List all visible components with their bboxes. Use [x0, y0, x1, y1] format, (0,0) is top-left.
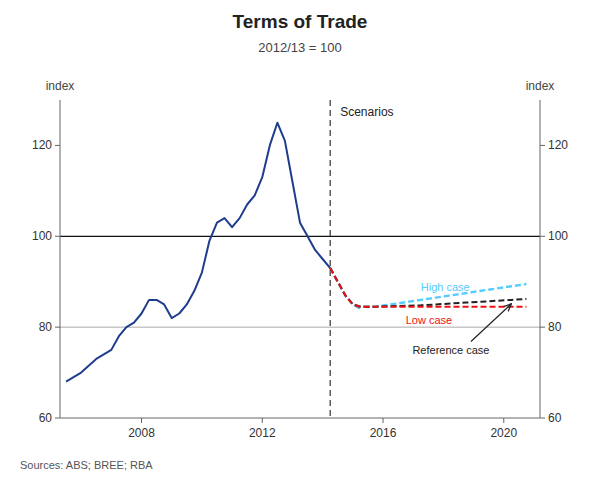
x-tick-label: 2020 [490, 426, 517, 440]
y2-tick [540, 236, 545, 237]
y-tick [55, 327, 60, 328]
y2-tick [540, 145, 545, 146]
y-axis-line [60, 100, 61, 418]
series-label: Reference case [412, 344, 489, 356]
annotation-arrow [471, 304, 511, 342]
series-line [66, 123, 330, 382]
title: Terms of Trade [233, 11, 368, 32]
subtitle: 2012/13 = 100 [258, 40, 342, 55]
x-tick-label: 2008 [128, 426, 155, 440]
source: Sources: ABS; BREE; RBA [20, 459, 153, 471]
x-tick [141, 418, 142, 423]
reference-line [60, 236, 540, 237]
y-tick [55, 418, 60, 419]
series-line [330, 268, 526, 307]
series-label: Low case [406, 314, 452, 326]
y2-axis-line [540, 100, 541, 418]
lines [66, 123, 526, 382]
y2-tick [540, 327, 545, 328]
divider-line [330, 100, 331, 418]
y-tick-label: 100 [32, 229, 52, 243]
x-tick [383, 418, 384, 423]
series-line [330, 268, 526, 307]
series-line [330, 268, 526, 307]
y-tick [55, 236, 60, 237]
y-tick-label: 120 [32, 138, 52, 152]
y-axis-label: index [46, 79, 75, 93]
annotation: Scenarios [340, 105, 393, 119]
x-tick-label: 2016 [370, 426, 397, 440]
y2-tick-label: 60 [548, 411, 562, 425]
y-tick-label: 60 [39, 411, 53, 425]
chart: Terms of Trade 2012/13 = 100 index index 200… [0, 0, 600, 479]
series-label: High case [421, 281, 470, 293]
y-tick [55, 145, 60, 146]
x-tick-label: 2012 [249, 426, 276, 440]
y2-tick-label: 120 [548, 138, 568, 152]
y2-tick-label: 80 [548, 320, 562, 334]
y2-axis-label: index [526, 79, 555, 93]
y2-tick-label: 100 [548, 229, 568, 243]
series-line [330, 268, 360, 309]
x-tick [262, 418, 263, 423]
x-axis-line [60, 418, 540, 419]
y2-tick [540, 418, 545, 419]
y-tick-label: 80 [39, 320, 53, 334]
x-tick [503, 418, 504, 423]
reference-line [60, 327, 540, 328]
